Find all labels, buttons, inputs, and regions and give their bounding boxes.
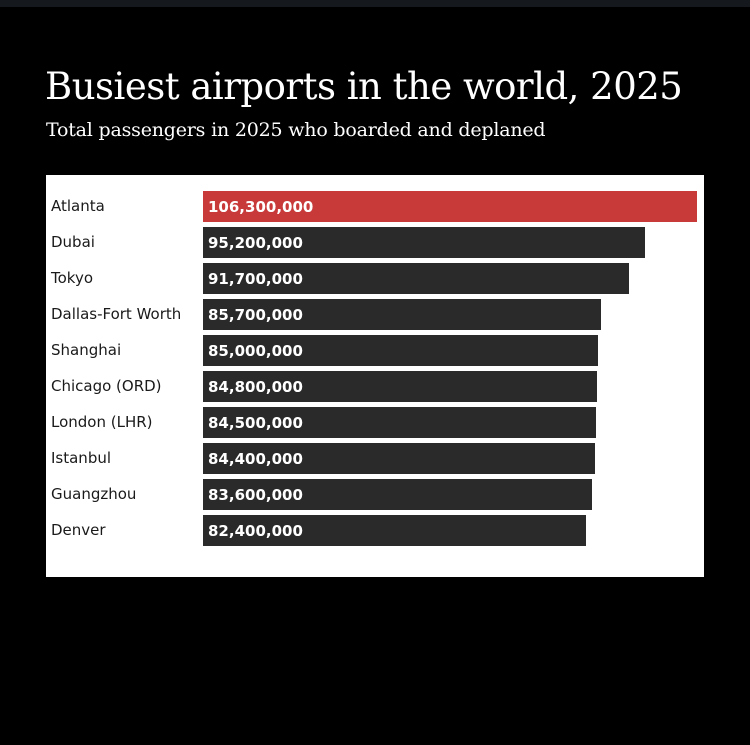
value-label: 95,200,000 <box>208 234 303 252</box>
bar <box>203 263 629 294</box>
category-label: Atlanta <box>51 197 105 215</box>
value-label: 84,800,000 <box>208 378 303 396</box>
value-label: 84,400,000 <box>208 450 303 468</box>
value-label: 83,600,000 <box>208 486 303 504</box>
category-label: Dubai <box>51 233 95 251</box>
bar <box>203 227 645 258</box>
value-label: 82,400,000 <box>208 522 303 540</box>
bar-chart: Atlanta 106,300,000 Dubai 95,200,000 Tokyo 91… <box>50 191 697 546</box>
chart-title: Busiest airports in the world, 2025 <box>45 65 683 108</box>
value-label: 106,300,000 <box>208 198 313 216</box>
value-label: 85,000,000 <box>208 342 303 360</box>
category-label: Denver <box>51 521 106 539</box>
bar <box>203 371 597 402</box>
top-strip <box>0 0 750 7</box>
bar <box>203 515 586 546</box>
category-label: Istanbul <box>51 449 111 467</box>
category-label: Guangzhou <box>51 485 136 503</box>
value-label: 84,500,000 <box>208 414 303 432</box>
category-label: Shanghai <box>51 341 121 359</box>
category-label: Tokyo <box>50 269 93 287</box>
bar <box>203 479 592 510</box>
value-label: 85,700,000 <box>208 306 303 324</box>
chart-subtitle: Total passengers in 2025 who boarded and… <box>46 119 546 141</box>
bar <box>203 299 601 330</box>
bar <box>203 407 596 438</box>
bar <box>203 191 697 222</box>
chart-panel: Atlanta 106,300,000 Dubai 95,200,000 Tokyo 91… <box>46 175 704 577</box>
category-label: Chicago (ORD) <box>51 377 162 395</box>
value-label: 91,700,000 <box>208 270 303 288</box>
category-label: London (LHR) <box>51 413 153 431</box>
bar <box>203 443 595 474</box>
category-label: Dallas-Fort Worth <box>51 305 181 323</box>
bar <box>203 335 598 366</box>
